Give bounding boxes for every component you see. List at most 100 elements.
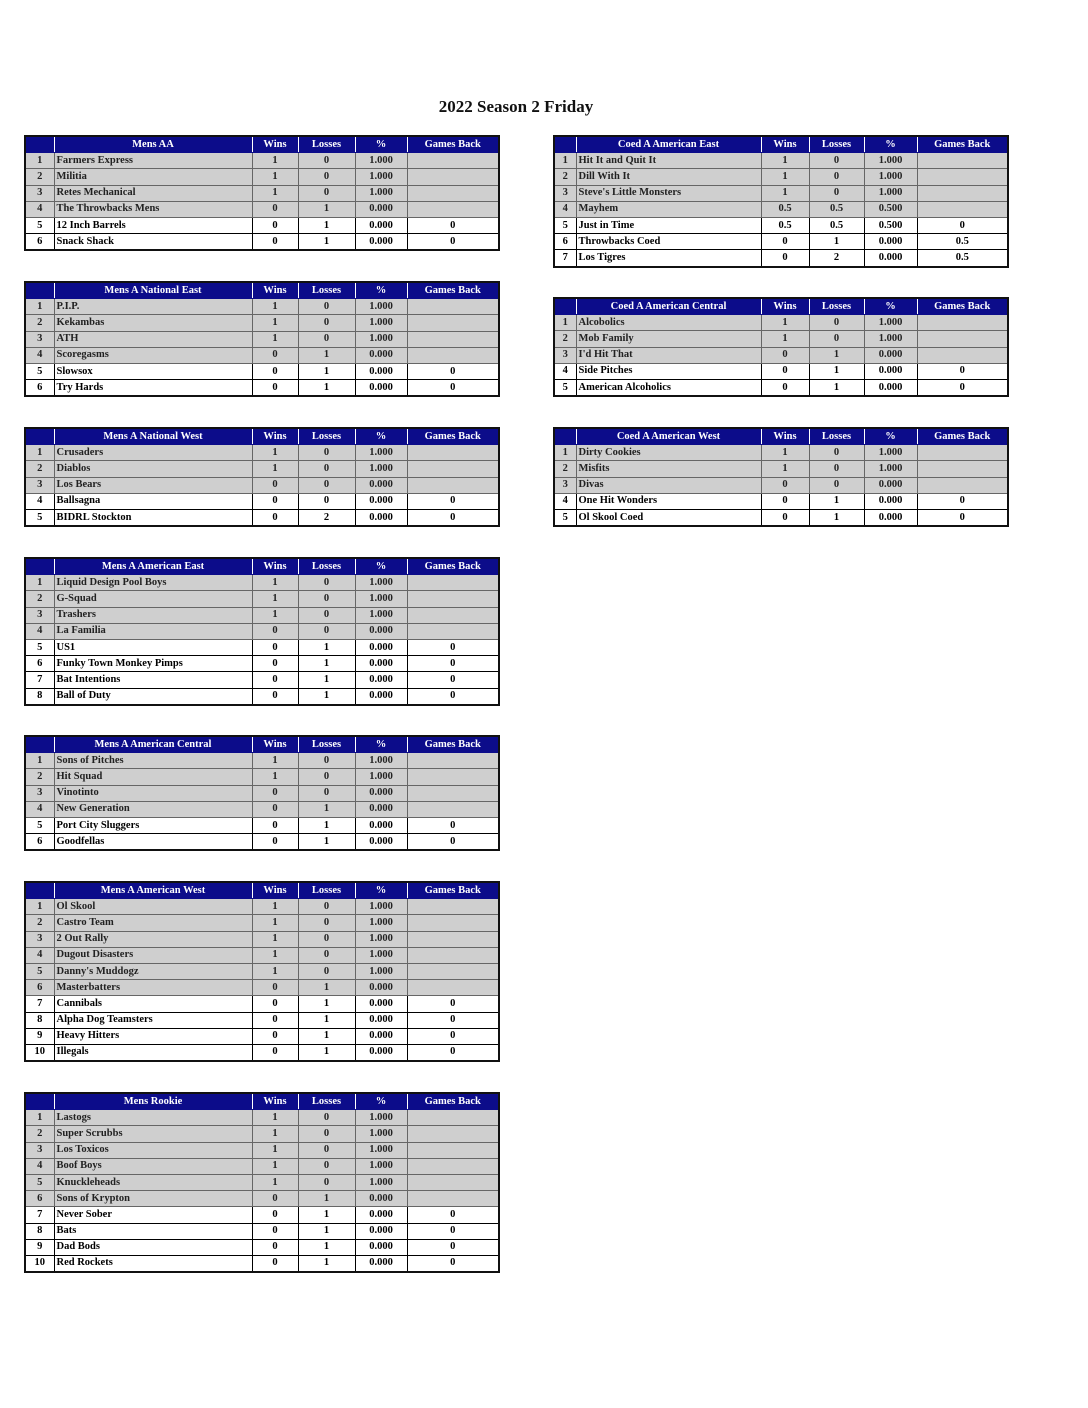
team-cell: The Throwbacks Mens bbox=[53, 200, 253, 218]
pct-cell: 1.000 bbox=[354, 914, 408, 932]
pct-cell: 0.000 bbox=[354, 492, 408, 510]
losses-cell: 0 bbox=[808, 476, 865, 494]
rank-cell: 3 bbox=[553, 184, 577, 202]
rank-cell: 3 bbox=[24, 476, 55, 494]
team-cell: La Familia bbox=[53, 622, 253, 640]
table-row: 9 Heavy Hitters 0 1 0.000 0 bbox=[24, 1027, 500, 1045]
games-back-cell bbox=[406, 152, 500, 170]
team-cell: Red Rockets bbox=[53, 1254, 253, 1273]
column-header: Wins bbox=[760, 297, 810, 316]
losses-cell: 0 bbox=[297, 1173, 356, 1192]
table-row: 3 Vinotinto 0 0 0.000 bbox=[24, 784, 500, 802]
pct-cell: 0.000 bbox=[354, 671, 408, 689]
wins-cell: 0.5 bbox=[760, 200, 810, 218]
rank-cell: 4 bbox=[553, 492, 577, 510]
losses-cell: 1 bbox=[297, 216, 356, 235]
losses-cell: 1 bbox=[297, 655, 356, 673]
standings-table: Coed A American West Wins Losses% Games Bac… bbox=[553, 427, 1009, 528]
table-row: 1 Liquid Design Pool Boys 1 0 1.000 bbox=[24, 574, 500, 592]
pct-cell: 0.000 bbox=[354, 233, 408, 251]
column-header: Losses bbox=[297, 881, 356, 900]
column-header: Losses bbox=[297, 427, 356, 446]
pct-cell: 0.000 bbox=[354, 379, 408, 397]
table-row: 4 La Familia 0 0 0.000 bbox=[24, 622, 500, 640]
pct-cell: 1.000 bbox=[354, 752, 408, 770]
wins-cell: 1 bbox=[251, 946, 299, 964]
table-row: 2 Castro Team 1 0 1.000 bbox=[24, 914, 500, 932]
games-back-cell: 0.5 bbox=[916, 249, 1009, 267]
rank-cell: 1 bbox=[24, 1109, 55, 1127]
wins-cell: 1 bbox=[251, 606, 299, 624]
table-row: 2 Mob Family 1 0 1.000 bbox=[553, 330, 1009, 348]
team-cell: American Alcoholics bbox=[575, 378, 762, 397]
games-back-cell bbox=[916, 152, 1009, 170]
wins-cell: 1 bbox=[251, 152, 299, 170]
rank-cell: 3 bbox=[24, 184, 55, 202]
pct-cell: 0.000 bbox=[863, 378, 918, 397]
pct-cell: 0.500 bbox=[863, 200, 918, 218]
rank-cell: 4 bbox=[553, 200, 577, 218]
team-cell: Boof Boys bbox=[53, 1157, 253, 1175]
wins-cell: 0 bbox=[251, 379, 299, 397]
table-row: 4 Ballsagna 0 0 0.000 0 bbox=[24, 492, 500, 510]
games-back-cell bbox=[406, 574, 500, 592]
pct-cell: 0.000 bbox=[863, 508, 918, 527]
wins-cell: 0 bbox=[251, 508, 299, 527]
team-cell: Bat Intentions bbox=[53, 671, 253, 689]
wins-cell: 1 bbox=[251, 1173, 299, 1192]
games-back-cell: 0 bbox=[916, 378, 1009, 397]
pct-cell: 0.000 bbox=[354, 638, 408, 657]
rank-cell: 3 bbox=[24, 930, 55, 948]
wins-cell: 1 bbox=[251, 752, 299, 770]
table-row: 3 Divas 0 0 0.000 bbox=[553, 476, 1009, 494]
losses-cell: 0 bbox=[297, 330, 356, 348]
losses-cell: 1 bbox=[297, 1027, 356, 1045]
division-name: Mens A American Central bbox=[53, 735, 253, 754]
pct-cell: 0.000 bbox=[354, 1027, 408, 1045]
losses-cell: 0 bbox=[297, 460, 356, 478]
page-title: 2022 Season 2 Friday bbox=[438, 97, 594, 116]
column-header: Losses bbox=[297, 281, 356, 300]
rank-cell: 4 bbox=[24, 622, 55, 640]
wins-cell: 1 bbox=[251, 298, 299, 316]
games-back-cell bbox=[406, 1109, 500, 1127]
division-name: Mens A National East bbox=[53, 281, 253, 300]
rank-cell: 7 bbox=[24, 671, 55, 689]
games-back-cell bbox=[406, 298, 500, 316]
pct-cell: 0.000 bbox=[354, 784, 408, 802]
table-row: 4 Scoregasms 0 1 0.000 bbox=[24, 346, 500, 364]
wins-cell: 1 bbox=[760, 330, 810, 348]
games-back-cell bbox=[406, 930, 500, 948]
games-back-cell: 0 bbox=[406, 1238, 500, 1256]
pct-cell: 1.000 bbox=[354, 962, 408, 981]
rank-cell: 5 bbox=[24, 962, 55, 981]
games-back-cell bbox=[406, 768, 500, 786]
wins-cell: 1 bbox=[251, 914, 299, 932]
games-back-cell bbox=[406, 800, 500, 818]
wins-cell: 0 bbox=[251, 346, 299, 364]
rank-cell: 5 bbox=[553, 508, 577, 527]
table-row: 10 Illegals 0 1 0.000 0 bbox=[24, 1043, 500, 1062]
rank-header bbox=[553, 427, 577, 446]
team-cell: Retes Mechanical bbox=[53, 184, 253, 202]
column-header: % bbox=[354, 135, 408, 154]
games-back-cell bbox=[406, 444, 500, 462]
losses-cell: 0 bbox=[297, 1125, 356, 1143]
pct-cell: 1.000 bbox=[354, 1141, 408, 1159]
column-header: Games Back bbox=[406, 735, 500, 754]
team-cell: US1 bbox=[53, 638, 253, 657]
column-header: Games Back bbox=[406, 427, 500, 446]
table-row: 4 The Throwbacks Mens 0 1 0.000 bbox=[24, 200, 500, 218]
team-cell: Ballsagna bbox=[53, 492, 253, 510]
losses-cell: 1 bbox=[297, 1043, 356, 1062]
pct-cell: 1.000 bbox=[354, 1173, 408, 1192]
pct-cell: 0.000 bbox=[354, 1043, 408, 1062]
column-header: Losses bbox=[808, 135, 865, 154]
wins-cell: 1 bbox=[251, 1125, 299, 1143]
rank-cell: 2 bbox=[553, 330, 577, 348]
wins-cell: 0 bbox=[251, 362, 299, 381]
team-cell: Dill With It bbox=[575, 168, 762, 186]
table-row: 5 Ol Skool Coed 0 1 0.000 0 bbox=[553, 508, 1009, 527]
losses-cell: 1 bbox=[297, 638, 356, 657]
